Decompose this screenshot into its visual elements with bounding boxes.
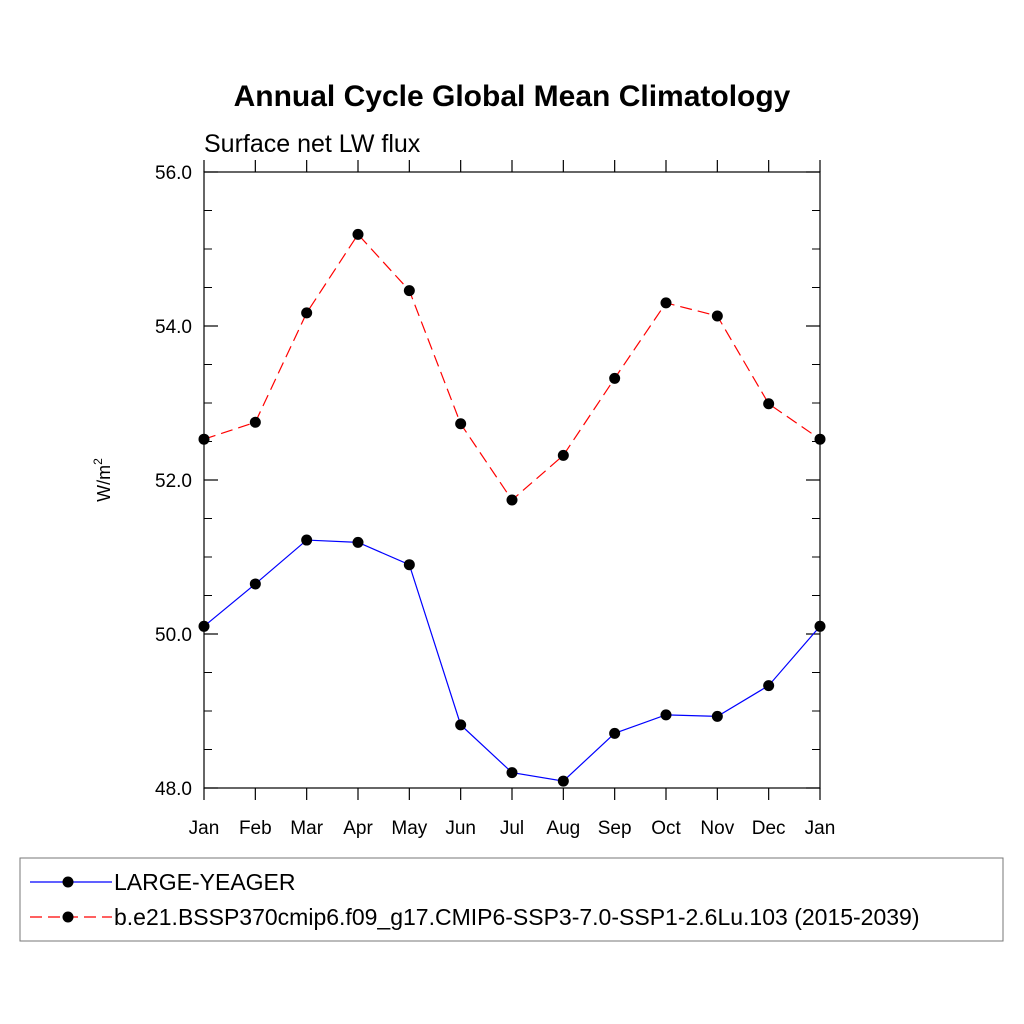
x-tick-label: Jan bbox=[189, 818, 220, 839]
y-tick-label: 54.0 bbox=[155, 317, 192, 338]
y-tick-label: 56.0 bbox=[155, 163, 192, 184]
x-tick-label: Mar bbox=[290, 818, 323, 839]
data-point bbox=[249, 416, 261, 428]
data-point bbox=[301, 307, 313, 319]
legend-marker bbox=[62, 911, 74, 923]
legend-items: LARGE-YEAGER b.e21.BSSP370cmip6.f09_g17.C… bbox=[30, 869, 920, 930]
data-point bbox=[557, 775, 569, 787]
data-point bbox=[198, 620, 210, 632]
x-tick-label: Oct bbox=[651, 818, 681, 839]
legend-item: b.e21.BSSP370cmip6.f09_g17.CMIP6-SSP3-7.… bbox=[30, 904, 920, 930]
legend-box bbox=[19, 857, 1004, 942]
data-point bbox=[814, 433, 826, 445]
legend-marker bbox=[62, 876, 74, 888]
x-axis: Jan Feb Mar Apr May Jun Jul Aug Sep Oct Nov Dec Jan bbox=[189, 160, 836, 839]
x-tick-label: Aug bbox=[546, 818, 580, 839]
data-point bbox=[557, 449, 569, 461]
data-point bbox=[814, 620, 826, 632]
series-line bbox=[203, 233, 821, 501]
x-tick-label: Apr bbox=[343, 818, 373, 839]
legend-label: b.e21.BSSP370cmip6.f09_g17.CMIP6-SSP3-7.… bbox=[114, 904, 920, 930]
x-tick-label: Dec bbox=[752, 818, 786, 839]
data-point bbox=[660, 709, 672, 721]
y-axis-label-superscript: 2 bbox=[91, 458, 105, 465]
data-point bbox=[660, 297, 672, 309]
y-tick-label: 50.0 bbox=[155, 625, 192, 646]
series-2 bbox=[198, 228, 826, 506]
y-axis-label-unit: W/m bbox=[94, 465, 114, 502]
x-tick-label: Nov bbox=[700, 818, 734, 839]
data-point bbox=[609, 727, 621, 739]
data-point bbox=[455, 418, 467, 430]
x-tick-label: Jul bbox=[500, 818, 524, 839]
legend: LARGE-YEAGER b.e21.BSSP370cmip6.f09_g17.C… bbox=[19, 857, 1004, 942]
chart-title: Annual Cycle Global Mean Climatology bbox=[234, 80, 791, 113]
data-point bbox=[763, 398, 775, 410]
data-point bbox=[763, 680, 775, 692]
y-tick-label: 48.0 bbox=[155, 779, 192, 800]
data-point bbox=[403, 285, 415, 297]
y-tick-label: 52.0 bbox=[155, 471, 192, 492]
data-point bbox=[403, 559, 415, 571]
data-point bbox=[352, 536, 364, 548]
data-point bbox=[506, 494, 518, 506]
plot-frame bbox=[203, 171, 821, 789]
x-tick-label: Jan bbox=[805, 818, 836, 839]
minor-ticks bbox=[204, 171, 820, 789]
x-tick-label: Sep bbox=[598, 818, 632, 839]
series-line bbox=[203, 539, 821, 782]
chart-subtitle: Surface net LW flux bbox=[204, 130, 421, 158]
data-point bbox=[198, 433, 210, 445]
series-1 bbox=[198, 534, 826, 787]
data-point bbox=[301, 534, 313, 546]
x-tick-label: May bbox=[391, 818, 427, 839]
legend-label: LARGE-YEAGER bbox=[114, 869, 296, 895]
x-tick-label: Feb bbox=[239, 818, 272, 839]
data-point bbox=[249, 578, 261, 590]
data-point bbox=[609, 372, 621, 384]
plot-area: 48.050.052.054.056.0 Jan Feb Mar Apr May Jun J… bbox=[155, 160, 835, 839]
data-point bbox=[506, 767, 518, 779]
y-axis-label: W/m2 bbox=[91, 458, 114, 502]
y-axis: 48.0 50.0 52.0 54.0 56.0 bbox=[155, 163, 820, 800]
data-point bbox=[711, 710, 723, 722]
data-point bbox=[455, 719, 467, 731]
data-point bbox=[711, 310, 723, 322]
legend-item: LARGE-YEAGER bbox=[30, 869, 296, 895]
x-tick-label: Jun bbox=[445, 818, 476, 839]
series-layer bbox=[198, 228, 826, 787]
data-point bbox=[352, 228, 364, 240]
